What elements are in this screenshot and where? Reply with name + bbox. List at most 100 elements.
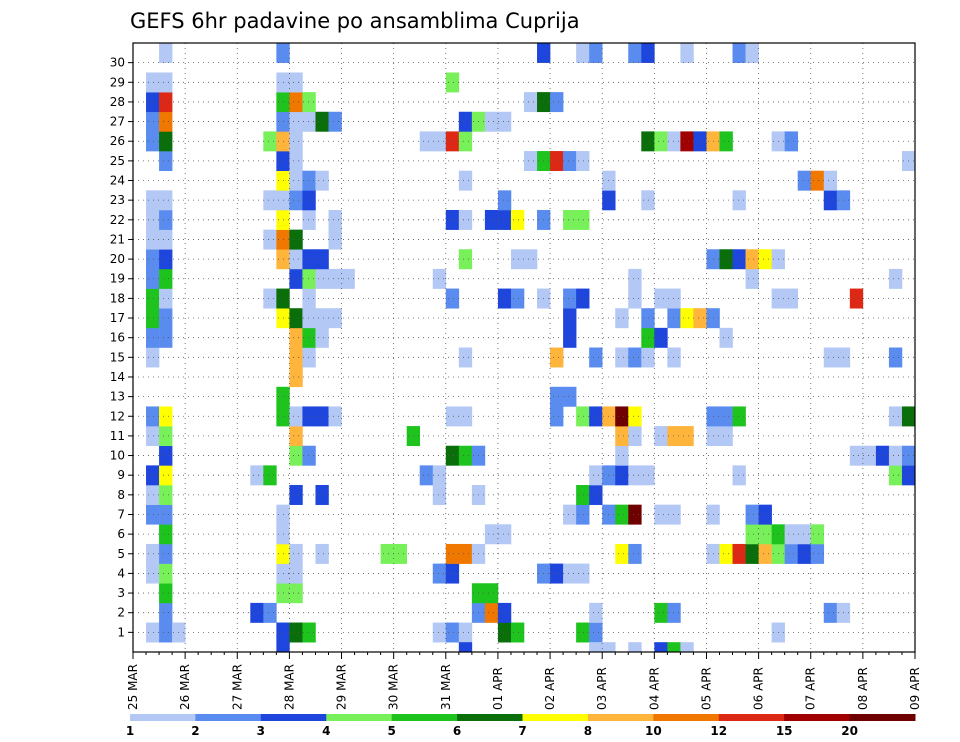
legend-swatch (130, 714, 196, 721)
heatmap-cell (445, 288, 460, 309)
heatmap-cell (745, 543, 759, 564)
y-tick-label: 22 (110, 213, 125, 227)
heatmap-cell (628, 43, 642, 63)
legend-swatch (718, 714, 785, 721)
heatmap-cell (458, 642, 473, 653)
heatmap-cell (732, 543, 746, 564)
heatmap-cell (510, 288, 525, 309)
heatmap-cell (524, 249, 538, 270)
heatmap-cell (615, 406, 629, 427)
heatmap-cell (276, 642, 290, 653)
heatmap-cell (289, 367, 303, 388)
heatmap-cell (550, 92, 564, 113)
heatmap-cell (146, 288, 160, 309)
heatmap-cell (550, 386, 564, 407)
heatmap-cell (289, 485, 303, 505)
heatmap-cell (563, 386, 577, 407)
legend-label: 12 (710, 724, 727, 738)
y-tick-label: 8 (117, 488, 125, 502)
heatmap-cell (680, 642, 694, 653)
x-tick-label: 25 MAR (126, 664, 140, 710)
legend-label: 4 (322, 724, 330, 738)
heatmap-cell (563, 308, 577, 329)
heatmap-cell (146, 209, 160, 230)
heatmap-cell (146, 622, 160, 643)
heatmap-cell (302, 111, 316, 132)
heatmap-cell (159, 543, 173, 564)
y-tick-label: 16 (110, 331, 125, 345)
heatmap-cell (497, 111, 512, 132)
y-tick-label: 30 (110, 56, 125, 70)
heatmap-cell (784, 524, 798, 545)
heatmap-cell (159, 249, 173, 270)
heatmap-cell (628, 504, 642, 525)
heatmap-cell (159, 524, 173, 545)
heatmap-cell (510, 249, 525, 270)
heatmap-cell (146, 543, 160, 564)
legend-swatch (260, 714, 327, 721)
x-tick-label: 01 APR (491, 667, 505, 710)
heatmap-cell (888, 445, 903, 466)
heatmap-cell (159, 268, 173, 289)
legend-label: 2 (191, 724, 199, 738)
x-tick-label: 05 APR (699, 667, 713, 710)
heatmap-cell (328, 268, 342, 289)
heatmap-cell (576, 406, 590, 427)
heatmap-cell (302, 92, 316, 113)
heatmap-cell (589, 406, 603, 427)
y-tick-label: 4 (117, 566, 125, 580)
heatmap-cell (289, 622, 303, 643)
heatmap-cell (315, 268, 329, 289)
legend-swatch (391, 714, 458, 721)
heatmap-cell (159, 131, 173, 152)
heatmap-cell (641, 43, 655, 63)
heatmap-cell (719, 543, 733, 564)
heatmap-cell (315, 406, 329, 427)
heatmap-cell (497, 288, 512, 309)
heatmap-cell (159, 485, 173, 505)
heatmap-cell (146, 406, 160, 427)
heatmap-cell (810, 543, 825, 564)
heatmap-cell (628, 642, 642, 653)
heatmap-cell (888, 268, 903, 289)
heatmap-cell (432, 622, 447, 643)
heatmap-cell (146, 563, 160, 584)
heatmap-cell (315, 308, 329, 329)
heatmap-cell (745, 43, 759, 63)
heatmap-cell (667, 288, 681, 309)
heatmap-cell (784, 288, 798, 309)
legend-label: 3 (257, 724, 265, 738)
heatmap-cell (146, 347, 160, 368)
heatmap-cell (328, 111, 342, 132)
heatmap-cell (146, 111, 160, 132)
legend-label: 6 (453, 724, 461, 738)
heatmap-cell (289, 583, 303, 604)
legend-swatch (849, 714, 916, 721)
heatmap-cell (146, 485, 160, 505)
heatmap-cell (146, 190, 160, 211)
heatmap-cell (159, 209, 173, 230)
heatmap-cell (654, 131, 668, 152)
heatmap-cell (654, 327, 668, 348)
heatmap-cell (810, 170, 825, 191)
y-tick-label: 2 (117, 606, 125, 620)
heatmap-cell (276, 43, 290, 63)
heatmap-cell (550, 151, 564, 171)
heatmap-cell (484, 524, 499, 545)
heatmap-cell (263, 465, 277, 486)
heatmap-cell (289, 445, 303, 466)
x-tick-label: 09 APR (908, 667, 922, 710)
y-tick-label: 15 (110, 350, 125, 364)
heatmap-cell (888, 465, 903, 486)
x-tick-label: 31 MAR (439, 664, 453, 710)
heatmap-cell (667, 308, 681, 329)
heatmap-cell (615, 543, 629, 564)
heatmap-cell (576, 563, 590, 584)
heatmap-cell (289, 426, 303, 447)
heatmap-cell (823, 347, 838, 368)
heatmap-cell (302, 249, 316, 270)
legend-swatch (326, 714, 393, 721)
y-tick-label: 21 (110, 232, 125, 246)
heatmap-cell (146, 92, 160, 113)
heatmap-cell (667, 602, 681, 623)
